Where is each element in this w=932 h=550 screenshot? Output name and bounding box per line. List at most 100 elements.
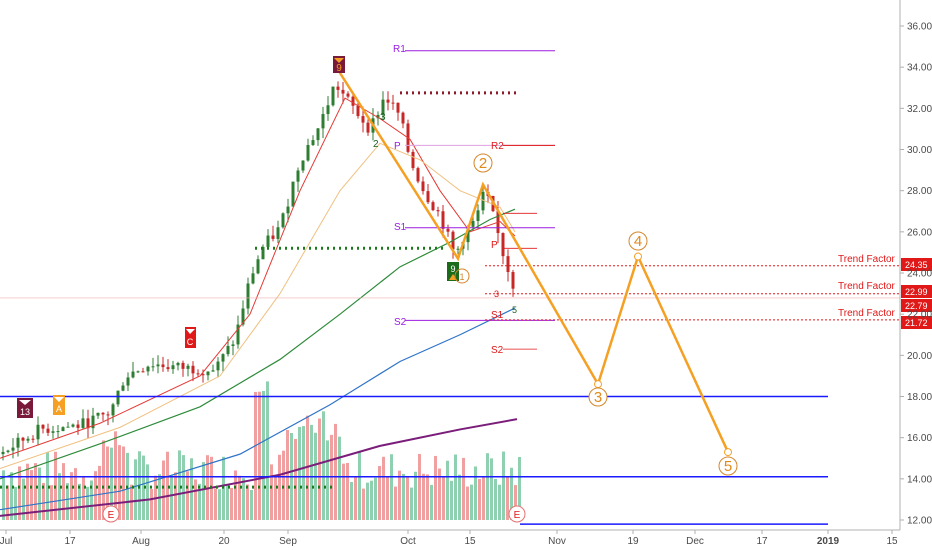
x-tick-label: Sep	[279, 536, 297, 547]
x-tick-label: 15	[886, 536, 898, 547]
volume-bar	[498, 484, 501, 520]
volume-bar	[446, 460, 449, 520]
candle-body	[1, 451, 5, 455]
candle-body	[96, 412, 100, 416]
ma-green-line	[0, 208, 516, 480]
volume-bar	[214, 488, 217, 520]
candle-body	[401, 112, 405, 124]
y-tick-label: 14.00	[907, 474, 932, 485]
y-tick-label: 16.00	[907, 433, 932, 444]
candle-body	[506, 256, 510, 273]
chart-annotations: R1 R2 P P S1 S1 S2 S2 Trend Factor Trend…	[17, 44, 932, 523]
candle-body	[111, 404, 115, 416]
pivot-s2-lower-label: S2	[491, 345, 504, 356]
candle-body	[346, 93, 350, 97]
count-label-3b: 3	[494, 289, 499, 299]
pivot-s1-lower-label: S1	[491, 310, 504, 321]
candle-body	[501, 233, 505, 257]
candle-body	[156, 364, 160, 367]
candle-body	[291, 181, 295, 207]
volume-bar	[42, 482, 45, 520]
volume-bar	[414, 471, 417, 520]
volume-bar	[434, 455, 437, 520]
wave-point	[634, 252, 642, 261]
volume-bar	[178, 450, 181, 520]
volume-bar	[282, 450, 285, 520]
candle-body	[11, 447, 15, 451]
candle-body	[296, 170, 300, 182]
candle-body	[36, 424, 40, 440]
candle-body	[131, 371, 135, 378]
volume-bar	[122, 446, 125, 520]
candle-body	[76, 424, 80, 428]
y-tick-label: 36.00	[907, 22, 932, 33]
pivot-r2-label: R2	[491, 141, 504, 152]
count-label-1-circle: 1	[454, 268, 470, 284]
price-tag-22-79: 22.79	[901, 299, 932, 312]
volume-bar	[382, 456, 385, 520]
earnings-marker-2: E	[508, 505, 526, 523]
candle-body	[446, 228, 450, 232]
candle-body	[26, 438, 30, 441]
volume-bar	[118, 445, 121, 520]
volume-bar	[310, 424, 313, 520]
candle-body	[511, 272, 515, 289]
volume-bar	[190, 458, 193, 520]
candle-body	[181, 362, 185, 369]
volume-bar	[474, 466, 477, 520]
candle-body	[301, 160, 305, 171]
x-tick-label: 17	[756, 536, 768, 547]
volume-bar	[362, 488, 365, 520]
pivot-s2-upper-label: S2	[394, 317, 407, 328]
volume-bar	[490, 458, 493, 520]
candle-body	[251, 273, 255, 284]
volume-bar	[18, 466, 21, 520]
volume-bar	[10, 472, 13, 520]
candle-body	[421, 181, 425, 192]
volume-bar	[278, 454, 281, 520]
trend-factor-label-1: Trend Factor	[838, 254, 896, 265]
wave-projection-line	[333, 64, 730, 453]
candle-body	[426, 191, 430, 203]
x-tick-label: 15	[464, 536, 476, 547]
volume-bar	[238, 475, 241, 520]
volume-bar	[106, 446, 109, 520]
volume-bar	[270, 464, 273, 520]
candle-body	[21, 437, 25, 441]
volume-bar	[174, 472, 177, 520]
candle-body	[196, 373, 200, 375]
volume-bar	[274, 475, 277, 520]
x-tick-label: Oct	[400, 536, 416, 547]
wave-label-3: 3	[588, 387, 608, 407]
volume-bar	[78, 483, 81, 520]
volume-bar	[86, 486, 89, 520]
candle-body	[141, 371, 145, 373]
y-tick-label: 18.00	[907, 392, 932, 403]
candle-body	[336, 86, 340, 90]
x-tick-label: 20	[218, 536, 230, 547]
candle-body	[171, 365, 175, 370]
volume-bar	[462, 457, 465, 520]
volume-bar	[162, 460, 165, 520]
volume-bar	[378, 466, 381, 520]
candle-body	[246, 283, 250, 309]
volume-bar	[70, 472, 73, 520]
volume-bar	[186, 471, 189, 520]
volume-bar	[110, 447, 113, 520]
volume-bar	[266, 381, 269, 520]
earnings-marker-1-text: E	[108, 510, 115, 521]
candle-body	[121, 385, 125, 391]
volume-bar	[386, 476, 389, 520]
volume-bar	[170, 475, 173, 520]
volume-bar	[510, 467, 513, 520]
moving-averages	[0, 97, 518, 517]
candle-body	[411, 151, 415, 169]
x-tick-label: Nov	[548, 536, 566, 547]
volume-bar	[418, 453, 421, 520]
x-tick-label: 2019	[817, 536, 840, 547]
volume-bar	[6, 485, 9, 520]
volume-bar	[358, 451, 361, 520]
ma-blue-line	[0, 307, 516, 511]
